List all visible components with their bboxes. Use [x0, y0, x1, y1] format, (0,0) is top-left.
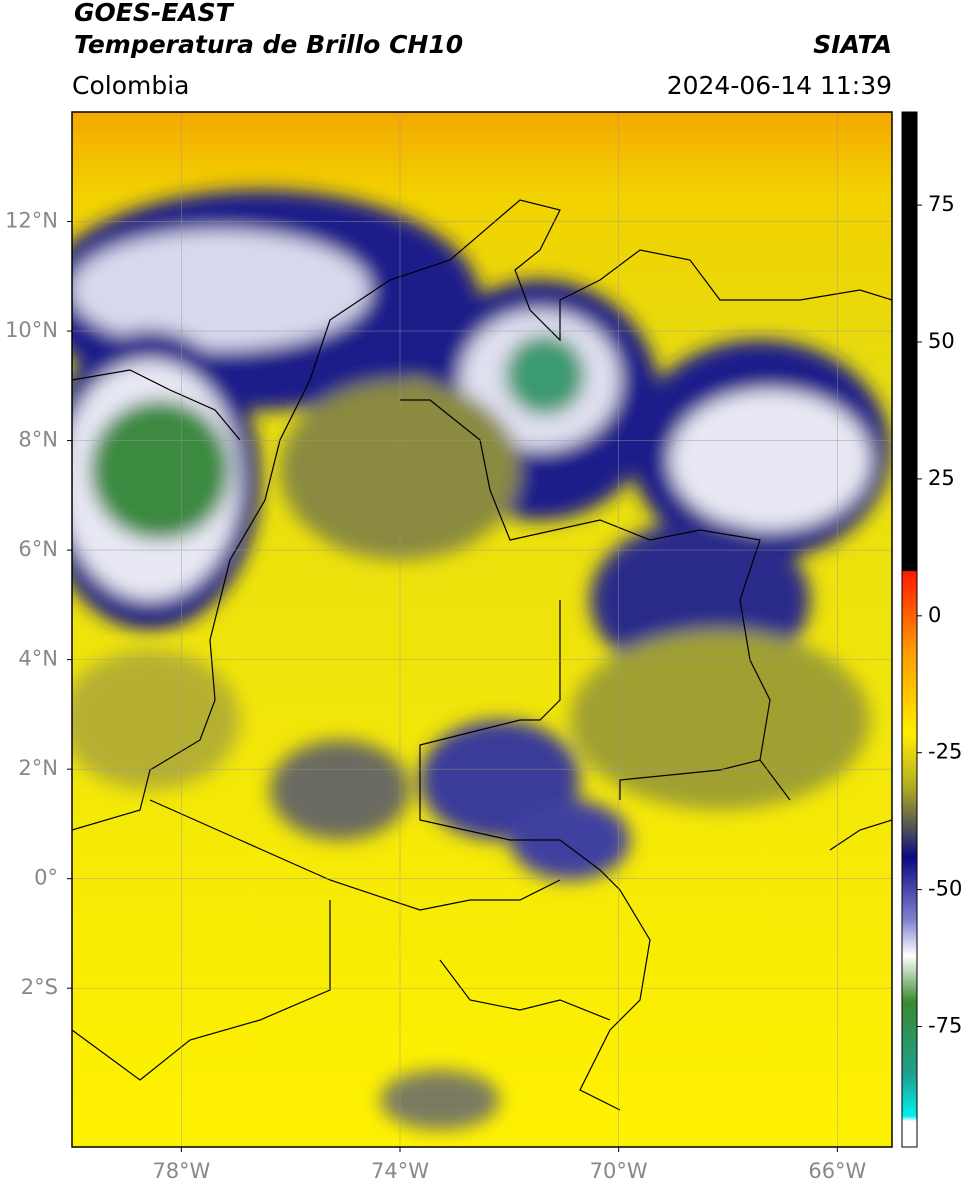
graticule: [72, 112, 892, 1147]
y-tick-label: 4°N: [18, 647, 58, 671]
title: GOES-EAST: [74, 0, 235, 27]
x-tick-label: 70°W: [590, 1159, 648, 1183]
x-tick-label: 66°W: [808, 1159, 866, 1183]
colorbar-tick-label: 25: [928, 466, 955, 490]
y-tick-label: 8°N: [18, 428, 58, 452]
y-tick-label: 2°S: [21, 975, 58, 999]
colorbar-tick-label: -50: [928, 877, 962, 901]
satellite-image: [72, 112, 892, 1147]
y-tick-label: 12°N: [5, 209, 58, 233]
region: Colombia: [72, 71, 189, 100]
colorbar-tick-label: 0: [928, 603, 941, 627]
subtitle: Temperatura de Brillo CH10: [74, 30, 463, 59]
y-tick-label: 0°: [34, 866, 58, 890]
colorbar: [901, 111, 918, 1148]
colorbar-tick-label: -25: [928, 740, 962, 764]
x-tick-label: 74°W: [371, 1159, 429, 1183]
colorbar-tick-label: -75: [928, 1014, 962, 1038]
y-tick-label: 6°N: [18, 537, 58, 561]
source: SIATA: [813, 30, 892, 59]
map-frame: [71, 111, 893, 1148]
y-tick-label: 10°N: [5, 318, 58, 342]
datetime: 2024-06-14 11:39: [667, 71, 892, 100]
colorbar-tick-label: 50: [928, 329, 955, 353]
colorbar-tick-label: 75: [928, 192, 955, 216]
y-tick-label: 2°N: [18, 756, 58, 780]
x-tick-label: 78°W: [152, 1159, 210, 1183]
